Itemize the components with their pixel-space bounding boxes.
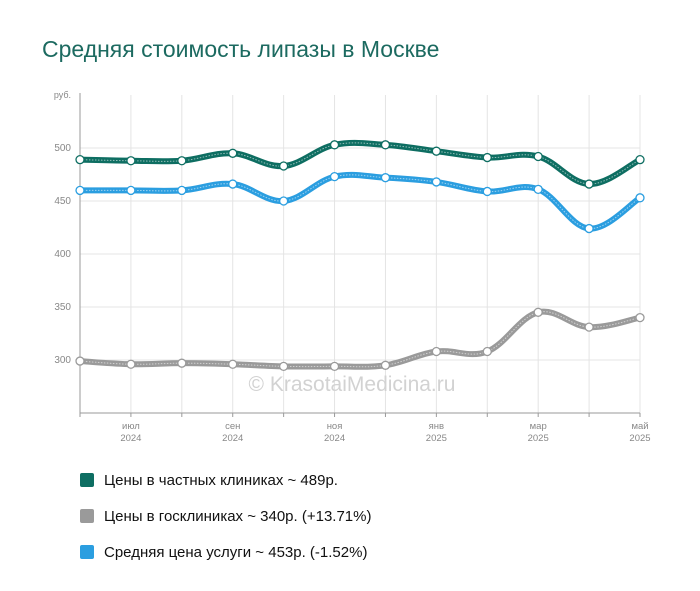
legend-label: Цены в госклиниках ~ 340р. (+13.71%) [104, 507, 372, 525]
x-tick-label: янв [429, 421, 444, 432]
legend-swatch [80, 545, 94, 559]
data-point [278, 196, 289, 206]
x-tick-label: июл [122, 421, 140, 432]
x-tick-label: май [631, 421, 648, 432]
data-point [584, 223, 594, 234]
series-line-texture-2 [79, 311, 641, 368]
data-point [177, 358, 187, 368]
chart-title: Средняя стоимость липазы в Москве [42, 36, 440, 62]
data-point [126, 185, 136, 196]
y-tick-label: 450 [54, 196, 71, 207]
y-tick-label: 350 [54, 302, 71, 313]
data-point [177, 185, 187, 196]
data-point [431, 177, 442, 187]
y-axis-label: руб. [54, 90, 71, 100]
legend-item-private[interactable]: Цены в частных клиниках ~ 489р. [80, 462, 371, 498]
y-tick-label: 500 [54, 143, 71, 154]
y-tick-label: 400 [54, 249, 71, 260]
x-tick-year: 2024 [222, 433, 243, 444]
data-point [329, 171, 340, 182]
data-point [126, 359, 136, 369]
data-point [584, 322, 594, 332]
data-point [431, 346, 442, 357]
x-tick-label: сен [225, 421, 240, 432]
data-point [228, 148, 238, 158]
data-point [329, 361, 340, 372]
data-point [533, 151, 543, 162]
legend-item-public[interactable]: Цены в госклиниках ~ 340р. (+13.71%) [80, 498, 371, 534]
data-point [278, 161, 289, 171]
x-tick-year: 2024 [120, 433, 141, 444]
legend-swatch [80, 509, 94, 523]
data-point [635, 312, 645, 323]
data-point [482, 346, 492, 357]
data-point [533, 184, 543, 194]
legend-label: Цены в частных клиниках ~ 489р. [104, 471, 338, 489]
y-tick-label: 300 [54, 355, 71, 366]
data-point [584, 179, 594, 189]
data-point [228, 359, 238, 369]
data-point [228, 179, 238, 189]
data-point [75, 185, 85, 196]
data-point [75, 155, 85, 165]
series-line-2 [77, 308, 643, 370]
x-tick-label: ноя [327, 421, 343, 432]
data-point [380, 173, 391, 183]
data-point [482, 152, 492, 163]
data-point [126, 156, 136, 166]
series-line-1 [77, 171, 643, 232]
x-tick-year: 2024 [324, 433, 345, 444]
legend: Цены в частных клиниках ~ 489р. Цены в г… [80, 462, 371, 570]
data-point [635, 155, 645, 165]
data-point [380, 140, 391, 150]
series-lines [77, 139, 643, 370]
data-point [533, 307, 543, 317]
x-tick-year: 2025 [426, 433, 447, 444]
legend-item-average[interactable]: Средняя цена услуги ~ 453р. (-1.52%) [80, 534, 371, 570]
data-point [431, 146, 442, 156]
x-tick-label: мар [530, 421, 547, 432]
data-point [75, 356, 85, 366]
data-point [482, 186, 492, 197]
data-point [278, 361, 289, 372]
x-tick-year: 2025 [629, 433, 650, 444]
data-point [177, 156, 187, 166]
legend-swatch [80, 473, 94, 487]
data-point [329, 140, 340, 150]
x-tick-year: 2025 [528, 433, 549, 444]
data-points [75, 140, 645, 372]
watermark: © KrasotaiMedicina.ru [249, 373, 456, 396]
legend-label: Средняя цена услуги ~ 453р. (-1.52%) [104, 543, 368, 561]
data-point [635, 193, 645, 203]
data-point [380, 360, 391, 370]
